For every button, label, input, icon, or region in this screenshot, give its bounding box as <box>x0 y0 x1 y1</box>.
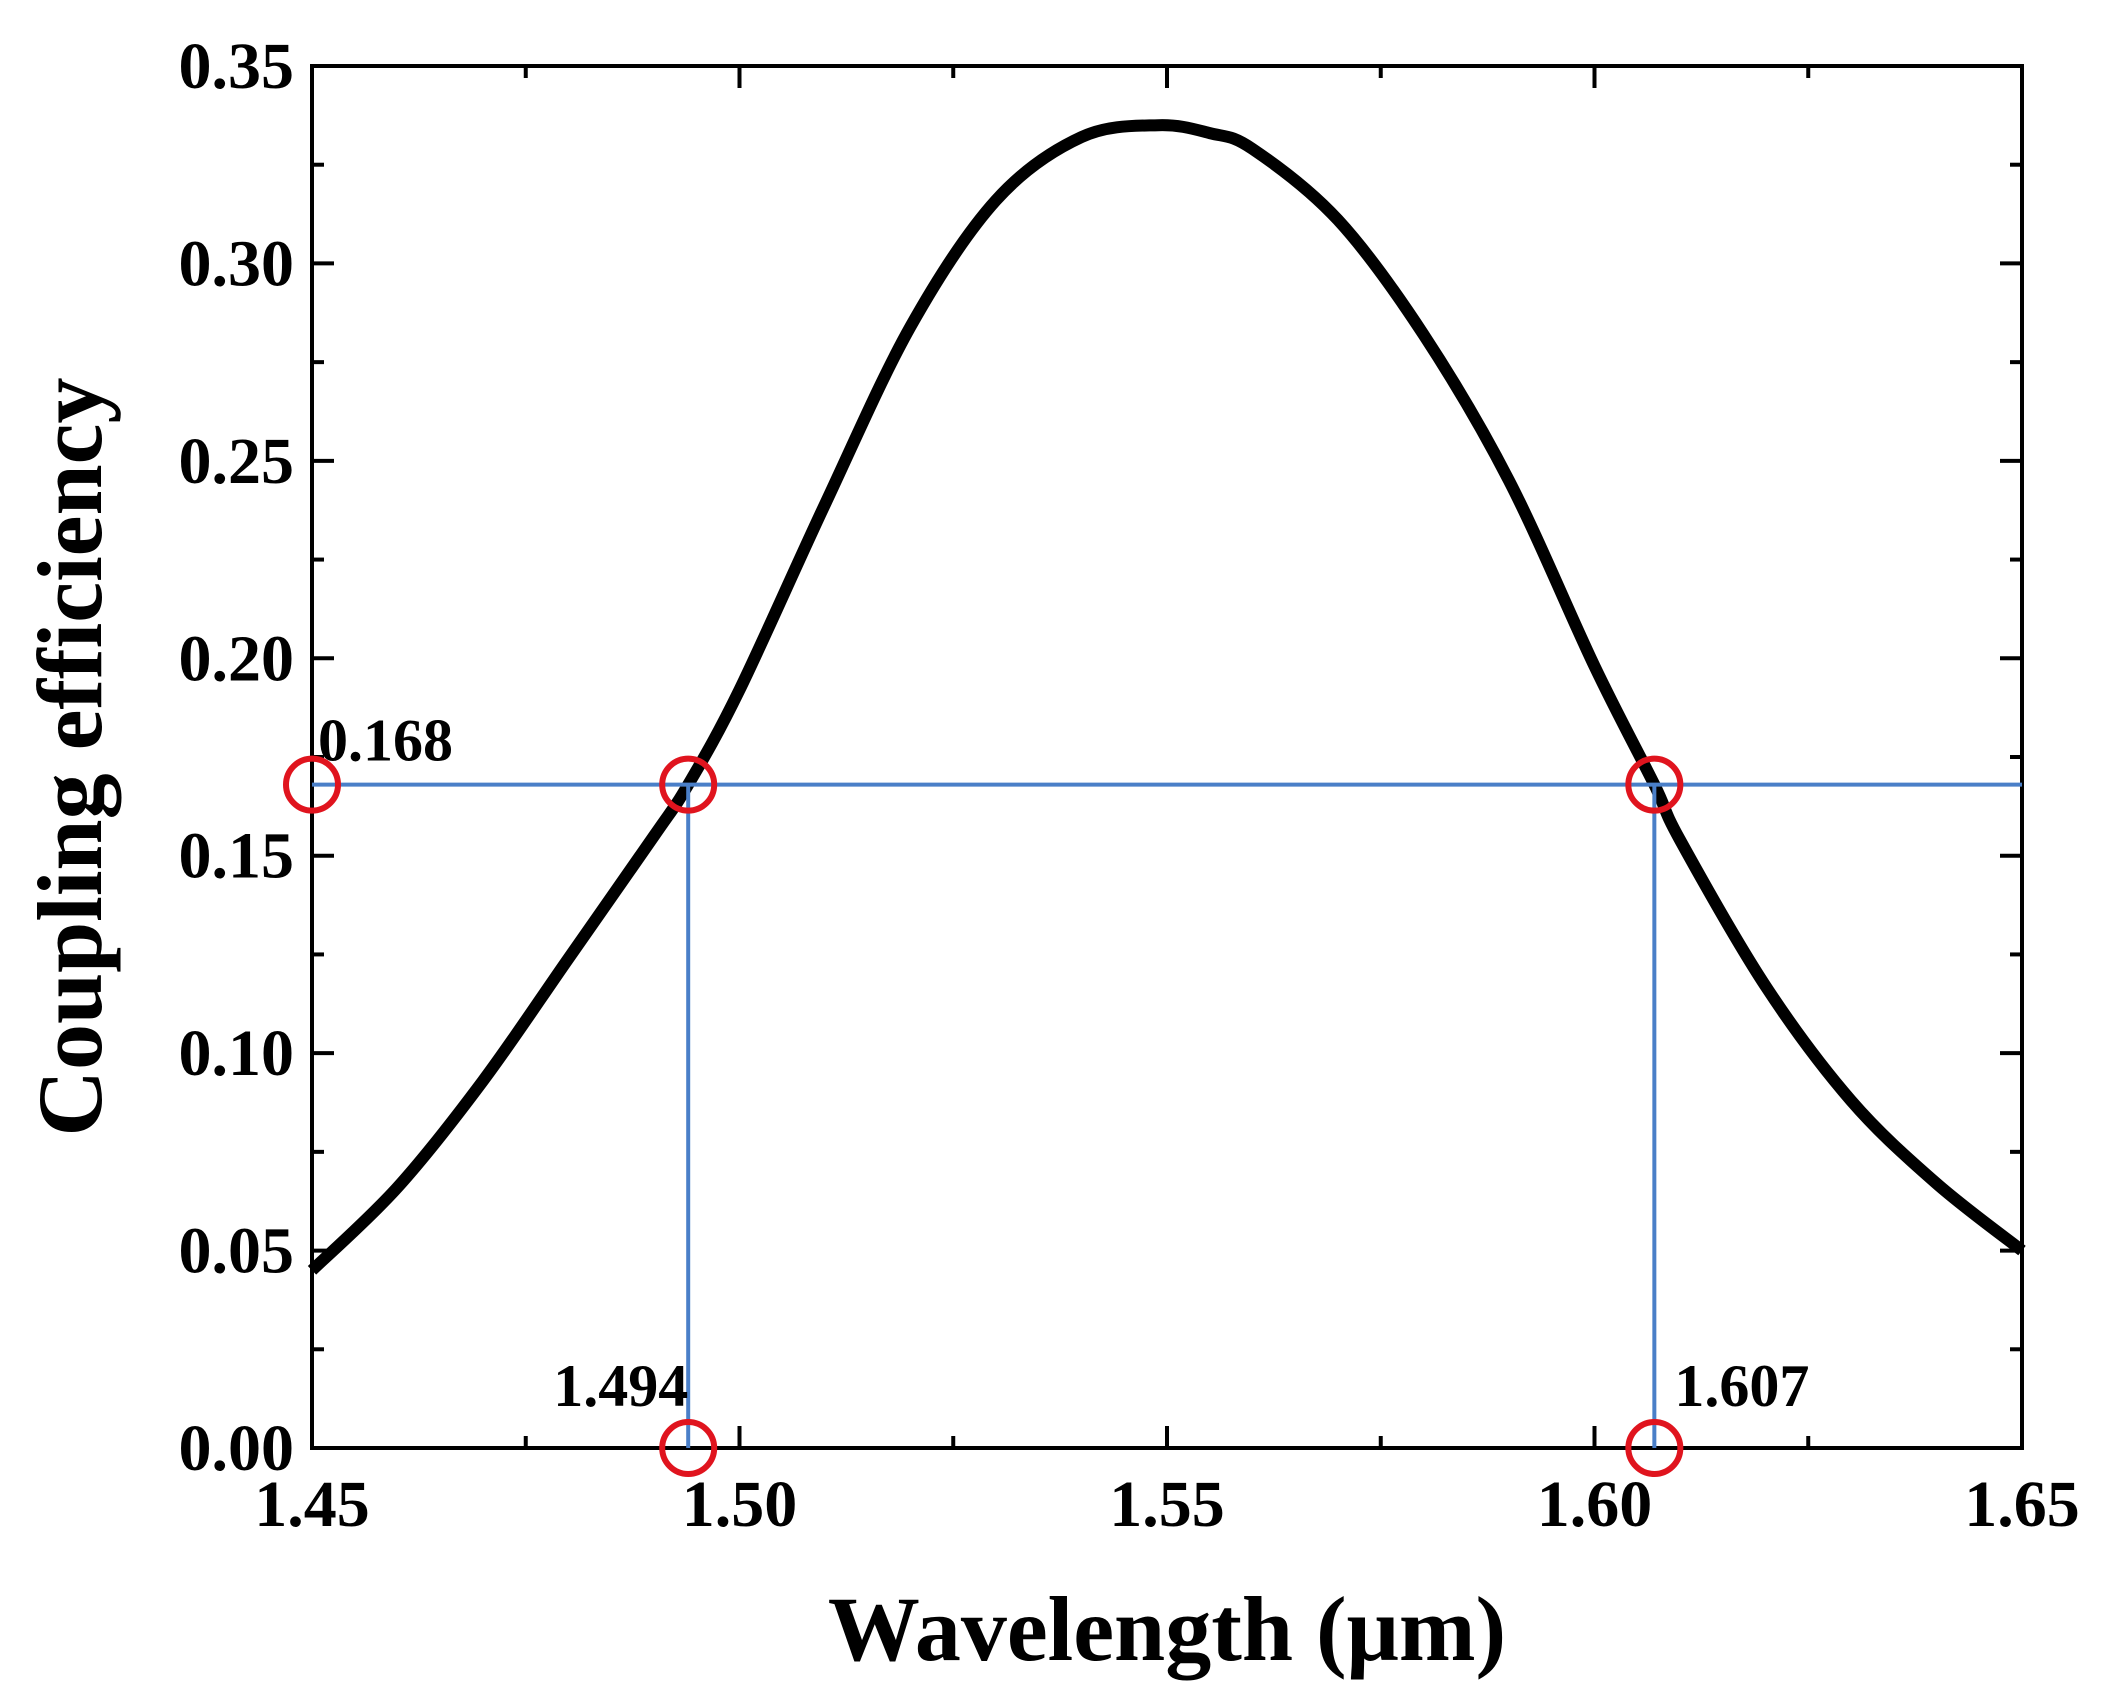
series-layer <box>307 119 2026 1275</box>
y-tick-label: 0.20 <box>179 622 295 695</box>
y-tick-label: 0.30 <box>179 227 295 300</box>
x-axis-title: Wavelength (μm) <box>828 1578 1506 1680</box>
x-tick-label: 1.45 <box>254 1468 370 1541</box>
x-tick-label: 1.65 <box>1964 1468 2080 1541</box>
y-tick-label: 0.25 <box>179 425 295 498</box>
annotation-label: 0.168 <box>318 708 453 774</box>
series-line <box>307 119 2026 1275</box>
labels: 0.168 1.494 1.607 <box>318 708 1809 1419</box>
x-tick-label: 1.50 <box>682 1468 798 1541</box>
y-tick-label: 0.10 <box>179 1017 295 1090</box>
plot-frame <box>310 64 2024 1450</box>
marker-circle <box>659 1419 718 1477</box>
x-tick-label: 1.60 <box>1537 1468 1653 1541</box>
marker-circle <box>659 755 718 814</box>
annotation-label: 1.607 <box>1674 1353 1809 1419</box>
marker-circle <box>283 755 341 814</box>
y-tick-label: 0.15 <box>179 820 295 893</box>
x-tick-label: 1.55 <box>1109 1468 1225 1541</box>
annotation-label: 1.494 <box>553 1353 688 1419</box>
y-tick-label: 0.00 <box>179 1412 295 1485</box>
marker-circle <box>1625 755 1684 814</box>
y-axis-title: Coupling efficiency <box>19 378 121 1137</box>
reference-lines <box>312 782 2022 1448</box>
y-tick-label: 0.05 <box>179 1215 295 1288</box>
markers <box>283 755 1684 1477</box>
axes: 1.45 1.50 1.55 1.60 1.65 0.00 0.05 0.10 0.15 0.20… <box>179 30 2080 1541</box>
y-tick-label: 0.35 <box>179 30 295 103</box>
marker-circle <box>1625 1419 1684 1477</box>
